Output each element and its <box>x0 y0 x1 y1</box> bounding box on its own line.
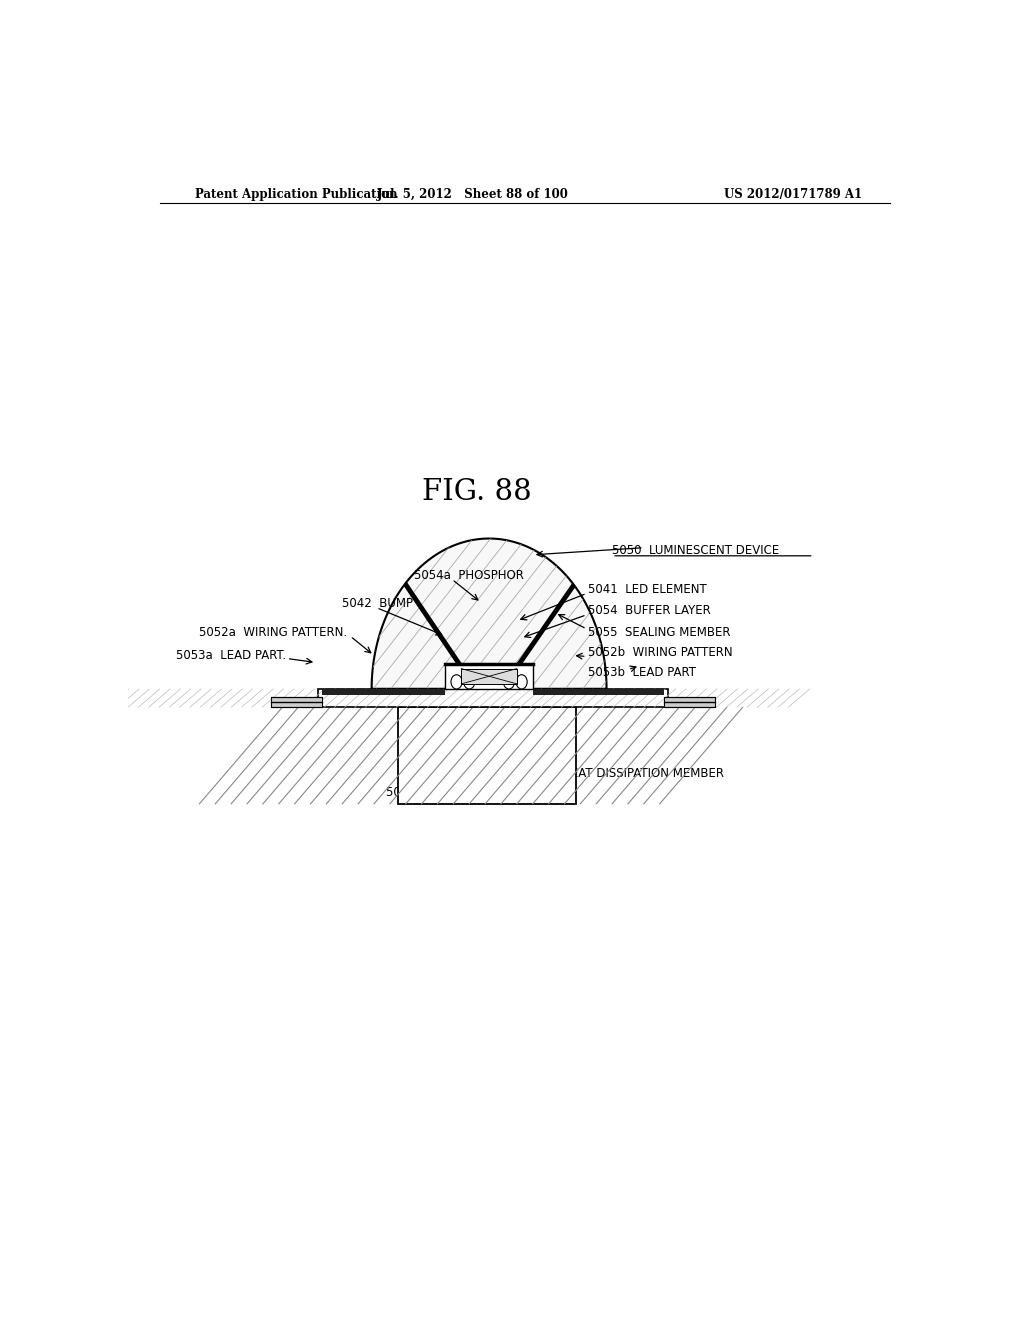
Text: 5041  LED ELEMENT: 5041 LED ELEMENT <box>588 583 707 595</box>
Bar <box>322 689 445 696</box>
Circle shape <box>464 675 475 689</box>
Bar <box>462 669 517 684</box>
Text: 5054a  PHOSPHOR: 5054a PHOSPHOR <box>414 569 523 582</box>
Bar <box>532 689 665 696</box>
Bar <box>270 697 323 708</box>
Text: 5055  SEALING MEMBER: 5055 SEALING MEMBER <box>588 626 731 639</box>
Circle shape <box>504 675 514 689</box>
Bar <box>445 664 532 689</box>
Text: FIG. 88: FIG. 88 <box>422 478 532 506</box>
Text: 5052  SUBMOUNT: 5052 SUBMOUNT <box>386 787 490 799</box>
Text: 5052a  WIRING PATTERN.: 5052a WIRING PATTERN. <box>200 626 347 639</box>
Text: Patent Application Publication: Patent Application Publication <box>196 189 398 202</box>
Text: 5052b  WIRING PATTERN: 5052b WIRING PATTERN <box>588 645 733 659</box>
Text: 5042  BUMP: 5042 BUMP <box>342 597 414 610</box>
Bar <box>397 708 577 804</box>
Text: 5050  LUMINESCENT DEVICE: 5050 LUMINESCENT DEVICE <box>612 544 779 557</box>
Text: 5053b  LEAD PART: 5053b LEAD PART <box>588 667 696 680</box>
Polygon shape <box>372 539 606 689</box>
Text: 5054  BUFFER LAYER: 5054 BUFFER LAYER <box>588 605 711 618</box>
Circle shape <box>451 675 462 689</box>
Bar <box>318 689 668 708</box>
Text: 5051  HEAT DISSIPATION MEMBER: 5051 HEAT DISSIPATION MEMBER <box>524 767 724 780</box>
Text: Jul. 5, 2012   Sheet 88 of 100: Jul. 5, 2012 Sheet 88 of 100 <box>377 189 569 202</box>
Circle shape <box>516 675 527 689</box>
Bar <box>664 697 715 708</box>
Text: 5053a  LEAD PART.: 5053a LEAD PART. <box>176 649 286 661</box>
Text: US 2012/0171789 A1: US 2012/0171789 A1 <box>724 189 862 202</box>
